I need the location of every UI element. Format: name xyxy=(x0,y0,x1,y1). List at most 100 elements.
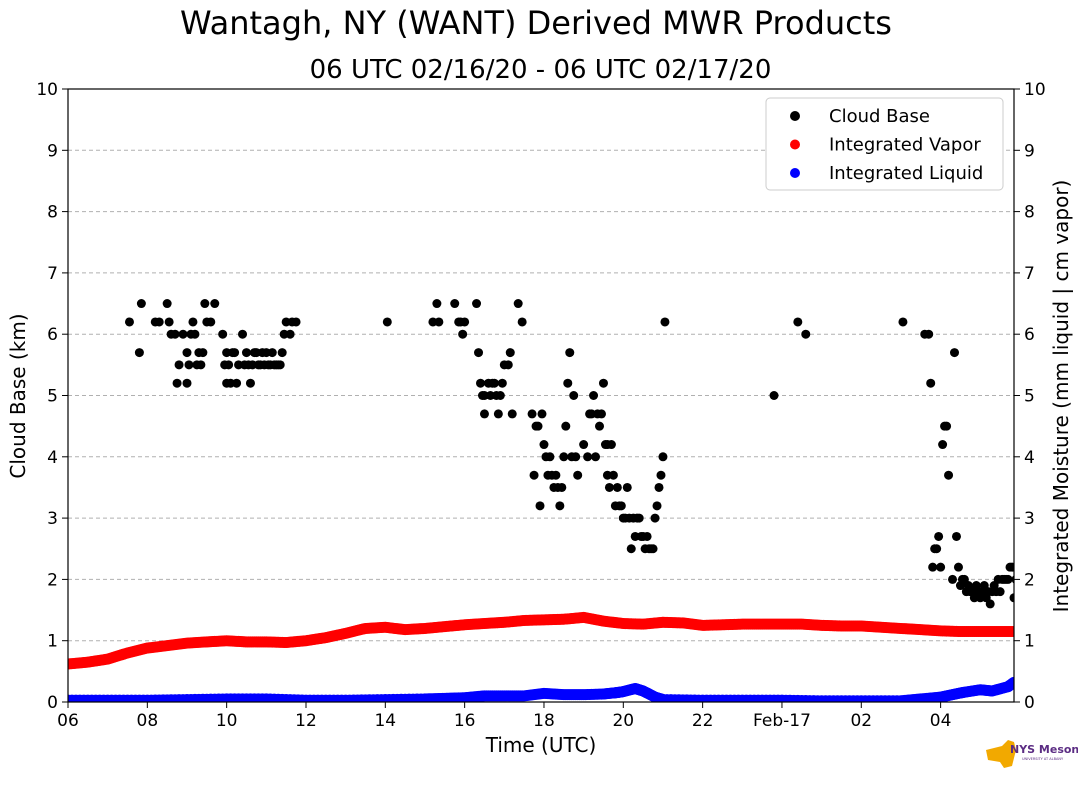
cloud-base-point xyxy=(563,378,573,388)
cloud-base-point xyxy=(450,299,460,309)
legend-box xyxy=(765,97,1004,191)
cloud-base-point xyxy=(275,360,285,370)
y-tick-label-right: 10 xyxy=(1024,80,1046,100)
cloud-base-point xyxy=(953,562,963,572)
cloud-base-point xyxy=(801,329,811,339)
cloud-base-point xyxy=(569,391,579,400)
cloud-base-point xyxy=(652,501,662,511)
cloud-base-point xyxy=(245,378,255,388)
cloud-base-point xyxy=(559,452,569,462)
cloud-base-point xyxy=(458,329,468,339)
x-tick-label: 02 xyxy=(850,711,872,731)
legend-marker xyxy=(790,168,800,178)
cloud-base-point xyxy=(495,391,505,400)
y-tick-label-right: 3 xyxy=(1024,509,1035,529)
moisture-point-interp xyxy=(1016,681,1027,692)
cloud-base-point xyxy=(1011,575,1014,584)
y-tick-label: 4 xyxy=(47,448,58,468)
cloud-base-point xyxy=(604,482,614,492)
x-tick-label: 14 xyxy=(374,711,396,731)
y-axis-label: Cloud Base (km) xyxy=(6,313,30,478)
cloud-base-point xyxy=(241,348,251,358)
cloud-base-point xyxy=(170,329,180,339)
cloud-base-point xyxy=(503,360,513,370)
x-tick-label: 08 xyxy=(137,711,159,731)
cloud-base-point xyxy=(507,409,517,419)
cloud-base-point xyxy=(134,348,144,358)
y-tick-label: 1 xyxy=(47,632,58,652)
chart-title: Wantagh, NY (WANT) Derived MWR Products xyxy=(180,4,892,42)
cloud-base-point xyxy=(206,317,216,327)
cloud-base-point xyxy=(1007,562,1014,572)
moisture-point xyxy=(1014,678,1025,689)
cloud-base-point xyxy=(474,348,484,358)
cloud-base-point xyxy=(196,360,206,370)
cloud-base-point xyxy=(565,348,575,358)
cloud-base-point xyxy=(200,299,210,309)
cloud-base-point xyxy=(432,299,442,309)
cloud-base-point xyxy=(573,470,583,480)
cloud-base-point xyxy=(164,317,174,327)
cloud-base-point xyxy=(537,409,547,419)
cloud-base-point xyxy=(596,409,606,419)
y-tick-label: 3 xyxy=(47,509,58,529)
cloud-base-point xyxy=(232,378,242,388)
cloud-base-point xyxy=(995,587,1005,597)
legend-marker xyxy=(790,111,800,121)
cloud-base-point xyxy=(182,378,192,388)
legend-label: Cloud Base xyxy=(829,106,930,127)
x-tick-label: 20 xyxy=(612,711,634,731)
y-tick-label-right: 8 xyxy=(1024,203,1035,223)
cloud-base-point xyxy=(622,482,632,492)
x-tick-label: 04 xyxy=(930,711,952,731)
cloud-base-point xyxy=(124,317,134,327)
x-tick-label: 10 xyxy=(216,711,238,731)
x-tick-label: 16 xyxy=(454,711,476,731)
grid-lines xyxy=(68,149,1014,642)
cloud-base-point xyxy=(267,348,277,358)
cloud-base-point xyxy=(285,329,295,339)
moisture-point-interp xyxy=(1015,679,1026,690)
cloud-base-point xyxy=(642,531,652,541)
cloud-base-point xyxy=(654,482,664,492)
cloud-base-point xyxy=(985,599,995,609)
logo-text: NYS Mesonet xyxy=(1010,743,1078,756)
cloud-base-point xyxy=(190,329,200,339)
cloud-base-point xyxy=(545,452,555,462)
legend-marker xyxy=(790,139,800,150)
cloud-base-point xyxy=(529,470,539,480)
cloud-base-point xyxy=(551,470,561,480)
cloud-base-point xyxy=(595,421,605,431)
cloud-base-point xyxy=(934,531,944,541)
cloud-base-point xyxy=(626,544,636,554)
series-integrated-liquid xyxy=(68,676,1027,702)
cloud-base-point xyxy=(182,348,192,358)
legend-label: Integrated Liquid xyxy=(829,163,983,184)
cloud-base-point xyxy=(472,299,482,309)
cloud-base-point xyxy=(557,482,567,492)
series-integrated-vapor xyxy=(68,611,1014,670)
cloud-base-point xyxy=(648,544,658,554)
cloud-base-point xyxy=(589,391,599,400)
y-tick-label-right: 5 xyxy=(1024,387,1035,407)
cloud-base-point xyxy=(591,452,601,462)
ny-state-shape-icon xyxy=(986,740,1016,768)
cloud-base-point xyxy=(382,317,392,327)
cloud-base-point xyxy=(493,409,503,419)
cloud-base-point xyxy=(951,531,961,541)
cloud-base-point xyxy=(291,317,301,327)
cloud-base-point xyxy=(579,440,589,450)
cloud-base-point xyxy=(660,317,670,327)
cloud-base-point xyxy=(489,378,499,388)
cloud-base-point xyxy=(230,348,240,358)
x-tick-label: 18 xyxy=(533,711,555,731)
cloud-base-point xyxy=(218,329,228,339)
moisture-point-interp xyxy=(1013,680,1014,687)
cloud-base-point xyxy=(1003,574,1013,584)
moisture-point-interp xyxy=(1010,626,1014,637)
cloud-base-point xyxy=(616,501,626,511)
cloud-base-point xyxy=(527,409,537,419)
cloud-base-point xyxy=(136,299,146,309)
cloud-base-point xyxy=(769,391,779,400)
